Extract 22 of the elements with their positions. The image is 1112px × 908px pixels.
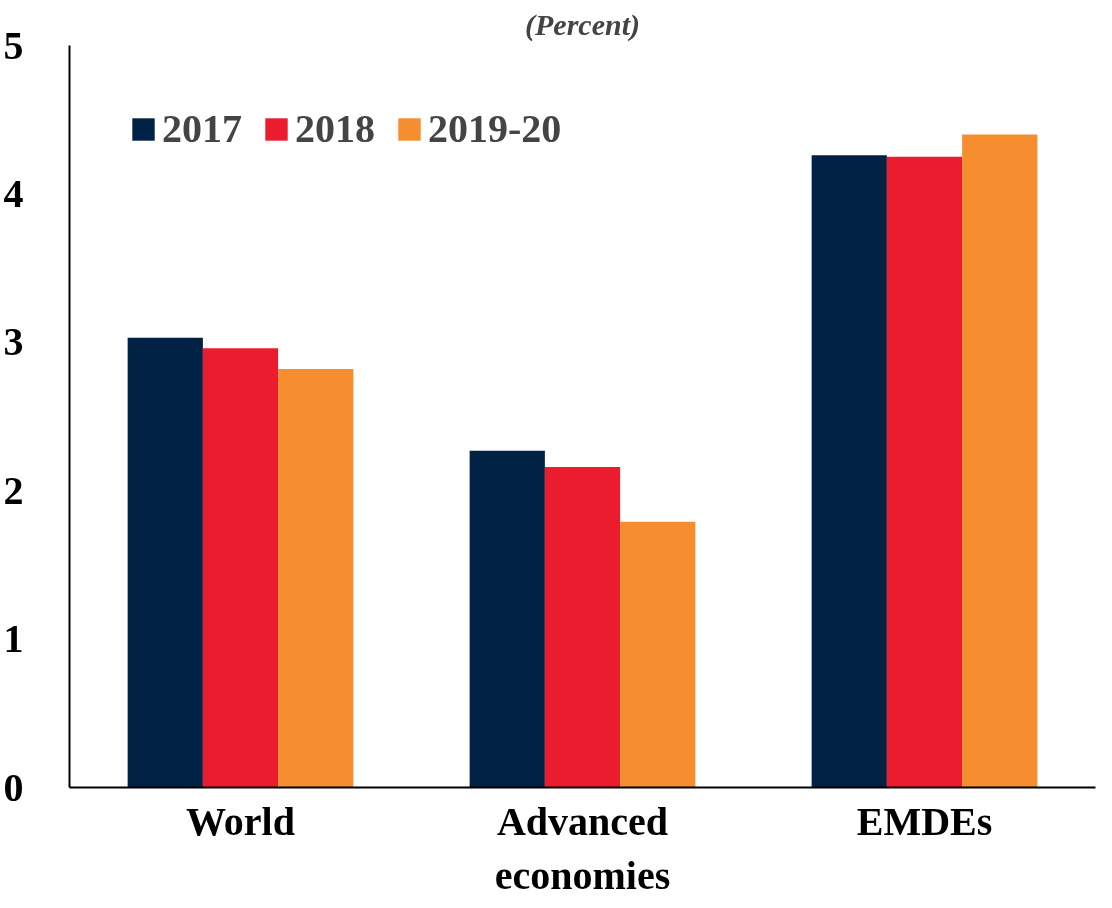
x-tick-label: EMDEs <box>856 798 993 844</box>
y-tick-label: 4 <box>3 170 24 216</box>
bar <box>811 155 887 788</box>
legend-label: 2017 <box>162 105 242 152</box>
y-tick-label: 1 <box>3 616 24 662</box>
y-tick-label: 5 <box>3 22 24 68</box>
bar <box>278 369 354 788</box>
bar <box>469 450 545 788</box>
bar <box>127 337 203 788</box>
y-tick-label: 3 <box>3 319 24 365</box>
chart-title: (Percent) <box>525 7 640 42</box>
bar <box>544 466 621 788</box>
y-tick-label: 0 <box>3 764 24 810</box>
bar <box>886 156 963 788</box>
bar <box>620 521 696 788</box>
x-tick-label: World <box>186 798 295 844</box>
bar <box>962 134 1038 788</box>
legend-label: 2018 <box>295 105 375 152</box>
x-tick-label: Advanced economies <box>494 798 671 898</box>
legend-label: 2019-20 <box>428 105 562 152</box>
y-tick-label: 2 <box>3 467 24 513</box>
bar <box>202 348 279 788</box>
